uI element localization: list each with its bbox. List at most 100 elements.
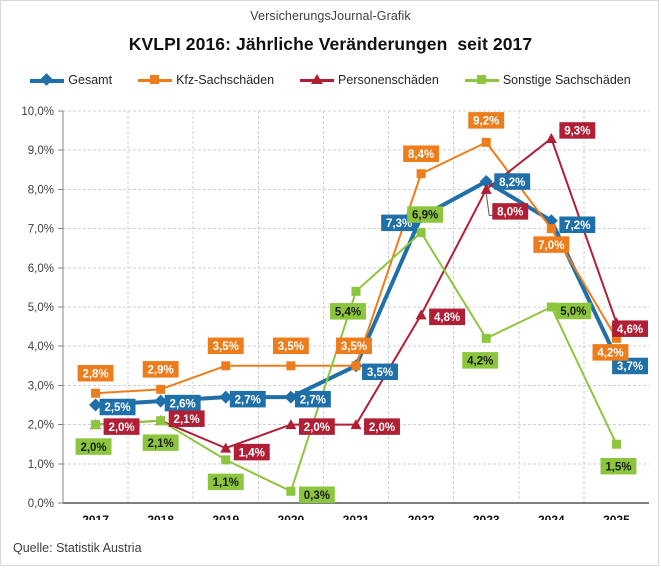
data-label-text: 3,5% (341, 341, 367, 353)
data-label-text: 2,9% (148, 365, 174, 377)
data-label-gesamt: 8,2% (494, 173, 531, 190)
x-axis-tick-label: 2025 (603, 513, 630, 520)
data-label-text: 2,7% (300, 394, 326, 406)
data-label-box (298, 486, 335, 503)
chart-legend: Gesamt Kfz-Sachschäden Personenschäden Sons… (1, 73, 660, 87)
data-point-marker (219, 390, 233, 404)
data-label-text: 4,2% (597, 348, 623, 360)
data-label-text: 7,0% (538, 240, 564, 252)
data-label-sonstige: 2,0% (75, 438, 112, 455)
data-label-sonstige: 5,0% (555, 302, 592, 320)
data-label-box (99, 398, 136, 416)
x-axis-tick-label: 2021 (343, 513, 370, 520)
data-label-text: 7,3% (386, 218, 412, 230)
data-label-sonstige: 2,1% (142, 434, 179, 451)
data-point-marker (284, 390, 298, 404)
data-label-kfz: 9,2% (468, 112, 505, 129)
data-label-box (362, 363, 398, 381)
data-label-box (207, 473, 244, 491)
data-label-text: 5,4% (335, 307, 361, 319)
data-label-text: 3,5% (278, 341, 304, 353)
data-label-box (103, 418, 140, 435)
y-axis-tick-label: 9,0% (28, 145, 54, 157)
data-point-marker (611, 439, 621, 449)
data-label-box (494, 173, 531, 190)
legend-item-personensch-den[interactable]: Personenschäden (300, 73, 439, 87)
legend-swatch-triangle-icon (300, 74, 335, 86)
legend-item-kfz-sachsch-den[interactable]: Kfz-Sachschäden (138, 73, 274, 87)
data-label-sonstige: 1,5% (600, 457, 637, 475)
legend-item-gesamt[interactable]: Gesamt (30, 73, 112, 87)
legend-swatch-square-icon (138, 74, 173, 86)
data-label-kfz: 3,5% (336, 337, 372, 355)
data-label-text: 6,9% (412, 210, 438, 222)
data-label-box (407, 206, 444, 223)
legend-swatch-square-icon (464, 74, 499, 86)
data-label-box (77, 364, 114, 382)
data-label-text: 2,8% (82, 368, 108, 380)
series-kfz (91, 137, 621, 398)
data-label-text: 8,4% (408, 149, 434, 161)
data-label-box (298, 418, 335, 435)
data-point-marker (415, 309, 427, 320)
data-point-marker (286, 361, 296, 371)
data-label-gesamt: 7,2% (559, 216, 596, 234)
data-label-sonstige: 1,1% (207, 473, 244, 491)
y-axis-tick-label: 7,0% (28, 224, 54, 236)
data-point-marker (154, 394, 168, 408)
data-point-marker (156, 384, 166, 394)
data-label-box (364, 418, 400, 435)
data-point-marker (286, 486, 296, 496)
y-axis-tick-label: 0,0% (28, 498, 54, 510)
data-point-marker (479, 175, 493, 189)
data-point-marker (91, 420, 101, 430)
data-labels: 2,5% 2,6% 2,7% 2,7% 3,5% 7,3% 8,2% 7,2% 3,7% 2,8%… (75, 112, 648, 503)
legend-label: Sonstige Sachschäden (502, 73, 631, 87)
data-label-box (229, 390, 266, 408)
data-label-box (492, 203, 529, 220)
x-axis-tick-label: 2024 (538, 513, 565, 520)
x-axis-tick-label: 2022 (408, 513, 435, 520)
data-point-marker (544, 214, 558, 228)
series-sonstige (91, 228, 621, 496)
figure-source-note: VersicherungsJournal-Grafik (250, 9, 411, 23)
data-label-text: 2,7% (235, 394, 261, 406)
legend-item-sonstige-sachsch-den[interactable]: Sonstige Sachschäden (464, 73, 631, 87)
data-point-marker (611, 333, 621, 343)
data-label-kfz: 3,5% (272, 337, 309, 355)
y-axis-tick-label: 5,0% (28, 302, 54, 314)
data-point-marker (416, 169, 426, 179)
data-label-kfz: 2,8% (77, 364, 114, 382)
data-label-gesamt: 3,7% (612, 357, 648, 375)
data-label-text: 2,1% (174, 414, 200, 426)
data-label-sonstige: 5,4% (330, 303, 366, 320)
series-personen (90, 132, 622, 453)
data-label-text: 1,5% (605, 461, 631, 473)
data-label-box (559, 122, 596, 139)
data-label-text: 1,1% (213, 477, 239, 489)
data-label-box (142, 361, 179, 378)
data-point-marker (351, 361, 361, 371)
data-label-personen: 4,8% (429, 308, 466, 326)
line-chart-svg: 0,0% 1,0% 2,0% 3,0% 4,0% 5,0% 6,0% 7,0% 8,0% 9,0%… (21, 106, 649, 520)
data-label-text: 2,0% (108, 422, 134, 434)
data-label-box (533, 236, 570, 253)
data-label-box (168, 410, 205, 427)
data-label-text: 4,2% (467, 356, 493, 368)
axes: 0,0% 1,0% 2,0% 3,0% 4,0% 5,0% 6,0% 7,0% 8,0% 9,0%… (21, 106, 649, 520)
data-point-marker (546, 224, 556, 234)
data-label-text: 8,0% (497, 207, 523, 219)
data-point-marker (351, 286, 361, 296)
data-label-text: 2,0% (304, 422, 330, 434)
legend-label: Kfz-Sachschäden (176, 73, 275, 87)
plot-area: 0,0% 1,0% 2,0% 3,0% 4,0% 5,0% 6,0% 7,0% 8,0% 9,0%… (1, 105, 660, 520)
y-axis-tick-label: 1,0% (28, 459, 54, 471)
data-label-kfz: 8,4% (403, 145, 440, 162)
data-label-gesamt: 3,5% (362, 363, 398, 381)
x-axis-tick-label: 2019 (212, 513, 239, 520)
data-label-text: 3,5% (367, 367, 393, 379)
data-label-text: 3,7% (617, 361, 643, 373)
data-label-personen: 2,0% (103, 418, 140, 435)
data-label-box (612, 320, 648, 337)
